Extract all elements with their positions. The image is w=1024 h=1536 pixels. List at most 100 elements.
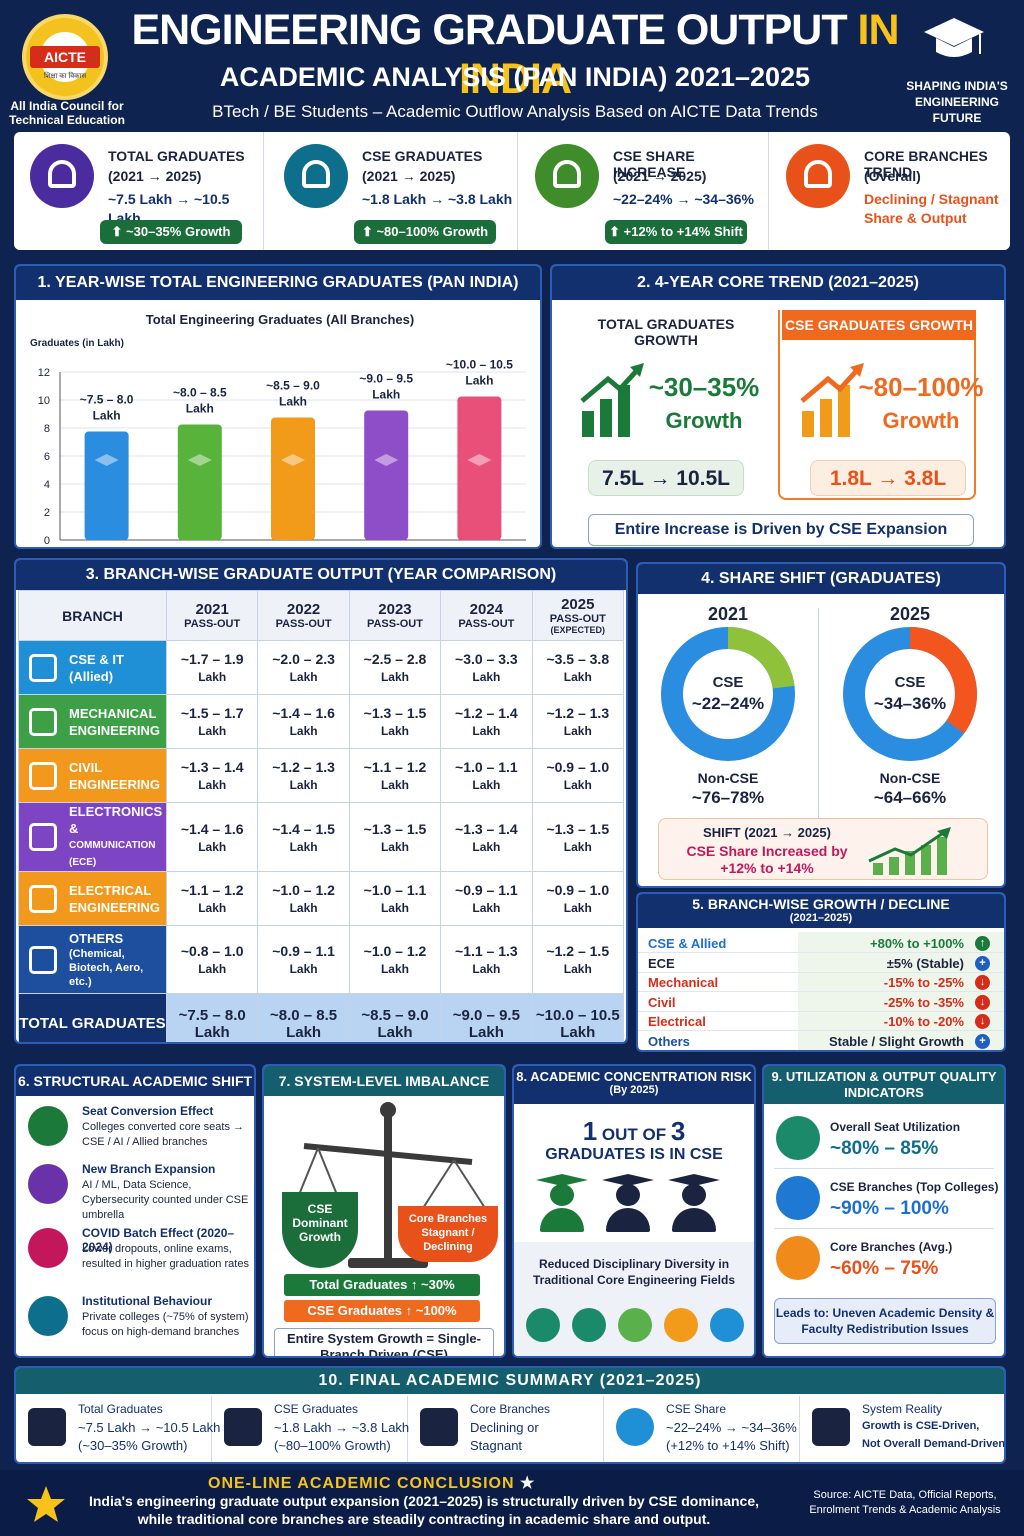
growth-value: Stable / Slight Growth — [828, 1033, 964, 1049]
non-cse-label-2025: Non-CSE — [879, 770, 941, 786]
star-icon — [27, 1486, 65, 1522]
shift-title: SHIFT (2021 → 2025) — [703, 825, 831, 840]
structural-item-desc: AI / ML, Data Science, Cybersecurity cou… — [82, 1179, 249, 1221]
pie-chart-icon — [616, 1408, 654, 1446]
summary-line-b: (~80–100% Growth) — [274, 1438, 391, 1453]
value-cell: ~3.5 – 3.8 Lakh — [531, 640, 625, 695]
building-icon — [572, 1308, 606, 1342]
branch-icon — [29, 761, 57, 790]
growth-value: ±5% (Stable) — [886, 955, 964, 971]
bar — [177, 424, 222, 540]
value-cell: ~3.0 – 3.3 Lakh — [440, 640, 533, 695]
growth-row: Mechanical -15% to -25% ↓ — [638, 973, 1004, 992]
gear-icon — [526, 1308, 560, 1342]
kpi-value: ~22–24% → ~34–36% — [613, 191, 754, 207]
branch-icon — [29, 653, 57, 682]
kpi-card: CORE BRANCHES TREND (Overall) Declining / … — [770, 132, 1010, 250]
bar-value-label: ~7.5 – 8.0 — [80, 393, 134, 407]
x-tick-label: 2022 — [186, 545, 213, 547]
page-subtitle: ACADEMIC ANALYSIS (PAN INDIA) 2021–2025 — [219, 62, 811, 92]
value-cell: ~1.2 – 1.5 Lakh — [531, 925, 625, 994]
section-utilization: 9. UTILIZATION & OUTPUT QUALITY INDICATO… — [762, 1064, 1006, 1358]
source-note: Source: AICTE Data, Official Reports, En… — [809, 1489, 1001, 1516]
value-cell: ~0.9 – 1.0 Lakh — [531, 871, 625, 926]
bar-chart: Total Engineering Graduates (All Branche… — [30, 312, 526, 547]
table-header-row: BRANCH 2021 PASS-OUT 2022 PASS-OUT 2023 PASS-O… — [18, 590, 625, 641]
value-cell: ~1.0 – 1.1 Lakh — [440, 748, 533, 803]
growth-branch: Electrical — [648, 1014, 706, 1029]
branch-cell: MECHANICAL ENGINEERING — [18, 694, 167, 749]
table-row: MECHANICAL ENGINEERING ~1.5 – 1.7 Lakh ~1.4 … — [18, 694, 625, 749]
value-cell: ~2.5 – 2.8 Lakh — [348, 640, 442, 695]
col-header-year: 2021 PASS-OUT — [165, 590, 259, 641]
one-out-of-three: 1 OUT OF 3 — [582, 1116, 686, 1146]
scale-right-pan: Core Branches Stagnant / Declining — [398, 1206, 498, 1262]
page-tagline: BTech / BE Students – Academic Outflow A… — [212, 102, 818, 121]
graduation-cap-icon — [374, 454, 399, 466]
summary-heading: Total Graduates — [78, 1402, 163, 1416]
summary-line-a: ~22–24% → ~34–36% — [666, 1420, 797, 1435]
structural-item-heading: Institutional Behaviour — [82, 1294, 213, 1308]
total-value-cell: ~8.0 – 8.5 Lakh — [257, 993, 350, 1042]
value-cell: ~1.3 – 1.5 Lakh — [531, 802, 625, 872]
section-1-title: 1. YEAR-WISE TOTAL ENGINEERING GRADUATES… — [16, 266, 540, 300]
total-growth-word: Growth — [665, 408, 743, 433]
section-9-title: 9. UTILIZATION & OUTPUT QUALITY INDICATO… — [764, 1066, 1004, 1104]
table-row: ELECTRICAL ENGINEERING ~1.1 – 1.2 Lakh ~1.0 … — [18, 871, 625, 926]
cse-growth-heading: CSE GRADUATES GROWTH — [782, 310, 976, 340]
y-tick-label: 2 — [44, 507, 50, 519]
growth-branch: Mechanical — [648, 975, 719, 990]
structural-item-heading: Seat Conversion Effect — [82, 1104, 214, 1118]
kpi-period: (2021 → 2025) — [613, 168, 707, 184]
col-header-branch: BRANCH — [18, 590, 167, 641]
value-cell: ~1.1 – 1.2 Lakh — [348, 748, 442, 803]
value-cell: ~1.0 – 1.1 Lakh — [348, 871, 442, 926]
logo-text: AICTE — [44, 49, 86, 65]
aicte-logo: AICTE शिक्षा का विकास — [22, 14, 108, 100]
bar — [84, 431, 129, 540]
section-3-title: 3. BRANCH-WISE GRADUATE OUTPUT (YEAR COM… — [16, 560, 626, 590]
value-cell: ~1.2 – 1.3 Lakh — [531, 694, 625, 749]
cse-growth-range: 1.8L → 3.8L — [810, 460, 966, 496]
bar-value-unit: Lakh — [279, 395, 307, 409]
growth-branch: Others — [648, 1033, 690, 1049]
value-cell: ~0.9 – 1.0 Lakh — [531, 748, 625, 803]
bar-value-label: ~8.5 – 9.0 — [266, 379, 320, 393]
structural-icon — [28, 1296, 68, 1336]
conclusion-title: ONE-LINE ACADEMIC CONCLUSION ★ — [208, 1475, 536, 1492]
section-4-title: 4. SHARE SHIFT (GRADUATES) — [638, 564, 1004, 594]
growth-value: -25% to -35% — [883, 994, 964, 1010]
value-cell: ~1.0 – 1.2 Lakh — [257, 871, 350, 926]
total-growth-value: ~30–35% — [648, 372, 760, 402]
footer-bar: ONE-LINE ACADEMIC CONCLUSION ★ India's e… — [0, 1470, 1024, 1536]
utilization-icon — [776, 1176, 820, 1220]
shift-box: SHIFT (2021 → 2025) CSE Share Increased … — [658, 818, 988, 880]
y-tick-label: 10 — [38, 395, 50, 407]
total-growth-range: 7.5L → 10.5L — [588, 460, 744, 496]
total-value-cell: ~8.5 – 9.0 Lakh — [348, 993, 442, 1042]
arrow-down-icon: ↓ — [975, 1014, 990, 1029]
share-donuts — [661, 627, 977, 761]
non-cse-value-2021: ~76–78% — [691, 788, 765, 807]
kpi-card: CSE SHARE INCREASE (2021 → 2025) ~22–24% →… — [519, 132, 769, 250]
section-7-title: 7. SYSTEM-LEVEL IMBALANCE — [264, 1066, 504, 1096]
people-icon — [48, 160, 76, 188]
kpi-card: CSE GRADUATES (2021 → 2025) ~1.8 Lakh → ~3… — [268, 132, 518, 250]
arrow-down-icon: ↓ — [975, 975, 990, 990]
branch-cell: ELECTRICAL ENGINEERING — [18, 871, 167, 926]
bar — [457, 396, 502, 540]
value-cell: ~1.0 – 1.2 Lakh — [348, 925, 442, 994]
utilization-note: Leads to: Uneven Academic Density & Facu… — [774, 1298, 996, 1344]
summary-item: Core Branches Declining or Stagnant — [408, 1396, 604, 1462]
section-final-summary: 10. FINAL ACADEMIC SUMMARY (2021–2025) T… — [14, 1366, 1006, 1464]
flask-icon — [710, 1308, 744, 1342]
total-graduates-bar: Total Graduates ↑ ~30% — [284, 1274, 480, 1296]
total-value-cell: ~10.0 – 10.5 Lakh — [531, 993, 625, 1042]
core-trend-note: Entire Increase is Driven by CSE Expansi… — [588, 514, 974, 546]
section-core-trend: 2. 4-YEAR CORE TREND (2021–2025) TOTAL G… — [550, 264, 1006, 549]
growth-chart-icon — [580, 363, 644, 437]
branch-cell: ELECTRONICS & COMMUNICATION (ECE) — [18, 802, 167, 872]
col-header-year: 2024 PASS-OUT — [440, 590, 533, 641]
value-cell: ~0.9 – 1.1 Lakh — [440, 871, 533, 926]
cse-growth-value: ~80–100% — [858, 372, 984, 402]
